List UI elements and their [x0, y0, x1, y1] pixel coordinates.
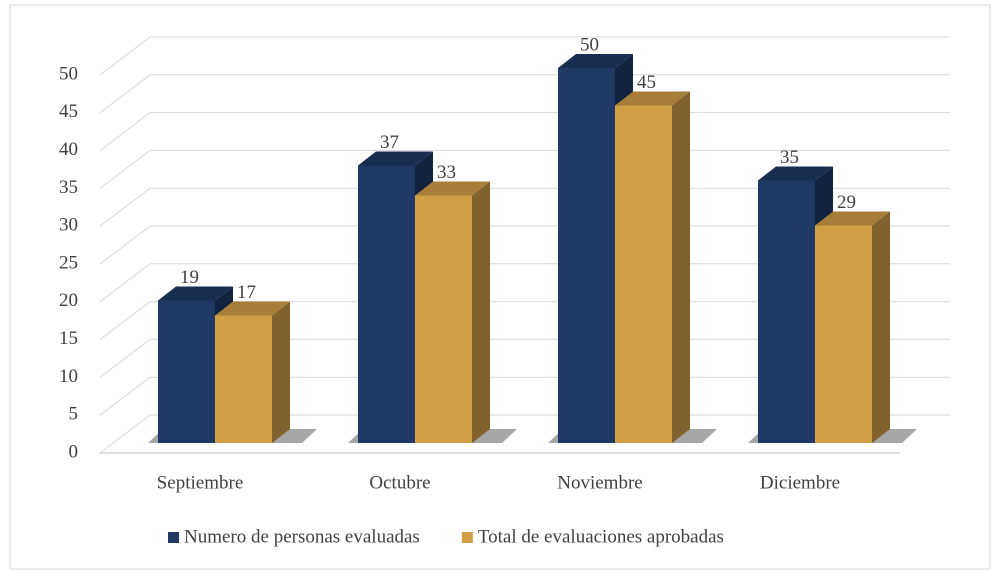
bar-top — [158, 286, 233, 301]
bar — [558, 68, 615, 443]
value-label: 19 — [180, 267, 199, 288]
legend-swatch — [461, 532, 473, 543]
y-tick-label: 50 — [59, 63, 78, 84]
y-tick-label: 15 — [59, 328, 78, 349]
bar — [358, 165, 415, 443]
x-tick-label: Diciembre — [760, 472, 840, 493]
bar-top — [558, 54, 633, 68]
legend-label: Numero de personas evaluadas — [184, 526, 420, 547]
y-tick-label: 40 — [59, 139, 78, 160]
value-label: 45 — [637, 72, 656, 93]
bar-top — [758, 166, 833, 181]
bar-top — [358, 151, 433, 166]
value-label: 33 — [437, 162, 456, 183]
bar — [815, 225, 872, 443]
y-tick-label: 5 — [69, 404, 79, 425]
y-tick-label: 35 — [59, 177, 78, 198]
bar — [215, 315, 272, 443]
value-label: 35 — [780, 147, 799, 168]
bar — [758, 180, 815, 443]
y-tick-label: 25 — [59, 252, 78, 273]
value-label: 29 — [837, 192, 856, 213]
bar-top — [215, 301, 290, 316]
grid-line — [99, 74, 950, 114]
bar-side — [672, 91, 690, 443]
y-tick-label: 30 — [59, 215, 78, 236]
bar-side — [472, 181, 490, 443]
bar-side — [872, 211, 890, 443]
bar — [158, 300, 215, 443]
bar — [415, 195, 472, 443]
y-tick-label: 0 — [69, 441, 79, 462]
y-tick-label: 10 — [59, 366, 78, 387]
grid-line — [99, 36, 950, 76]
x-tick-label: Octubre — [369, 472, 430, 493]
y-tick-label: 45 — [59, 101, 78, 122]
x-tick-label: Noviembre — [557, 472, 642, 493]
legend-swatch — [168, 532, 179, 543]
bar — [615, 105, 672, 443]
bar-side — [272, 301, 290, 443]
x-tick-label: Septiembre — [157, 472, 244, 493]
bar-top — [615, 91, 690, 106]
bar-top — [815, 211, 890, 226]
value-label: 17 — [237, 282, 256, 303]
y-tick-label: 20 — [59, 290, 78, 311]
bar-top — [415, 181, 490, 196]
value-label: 50 — [580, 34, 599, 55]
value-label: 37 — [380, 132, 399, 153]
legend-label: Total de evaluaciones aprobadas — [478, 526, 724, 547]
